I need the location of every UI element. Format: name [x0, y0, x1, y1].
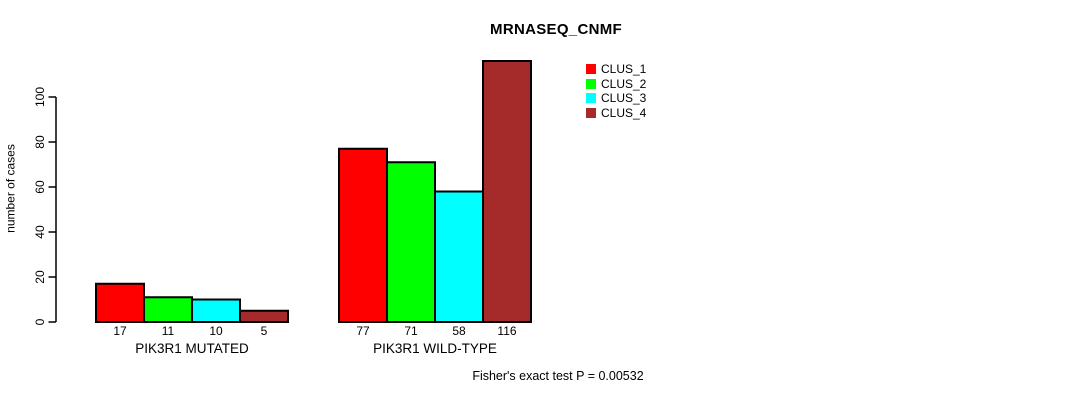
bar-value-label: 77: [356, 324, 370, 338]
legend-item: CLUS_4: [586, 106, 646, 121]
legend-swatch: [586, 107, 596, 118]
bar-clus_1-group2: [338, 147, 388, 323]
bar-value-label: 17: [113, 324, 127, 338]
legend-label: CLUS_4: [601, 105, 647, 120]
bar-value-label: 116: [497, 324, 516, 338]
bar-clus_3-group1: [191, 298, 241, 323]
legend-label: CLUS_3: [601, 91, 647, 105]
legend-item: CLUS_3: [586, 91, 646, 106]
annotation-text: Fisher's exact test P = 0.00532: [472, 369, 644, 383]
legend-item: CLUS_1: [586, 62, 646, 77]
bar-clus_3-group2: [434, 190, 484, 323]
bar-clus_2-group2: [386, 161, 436, 323]
group-label: PIK3R1 MUTATED: [135, 341, 249, 356]
bar-value-label: 5: [261, 324, 268, 338]
bar-value-label: 71: [404, 324, 418, 338]
y-tick-label: 40: [33, 225, 47, 239]
legend-swatch: [586, 78, 596, 89]
legend-swatch: [586, 64, 596, 75]
group-label: PIK3R1 WILD-TYPE: [373, 341, 497, 356]
bar-clus_1-group1: [95, 282, 145, 323]
bar-clus_4-group1: [239, 309, 289, 323]
legend: CLUS_1 CLUS_2 CLUS_3 CLUS_4: [586, 62, 646, 120]
legend-item: CLUS_2: [586, 77, 646, 92]
bar-clus_2-group1: [143, 296, 193, 323]
chart-title: MRNASEQ_CNMF: [490, 21, 622, 38]
y-tick-label: 80: [33, 135, 47, 149]
y-tick-label: 100: [33, 87, 47, 107]
bar-value-label: 58: [452, 324, 466, 338]
legend-label: CLUS_1: [601, 62, 647, 76]
bar-value-label: 11: [162, 324, 175, 338]
y-tick-label: 0: [33, 318, 47, 325]
y-tick-label: 60: [33, 180, 47, 194]
bar-clus_4-group2: [482, 60, 532, 323]
legend-swatch: [586, 93, 596, 104]
y-tick-label: 20: [33, 270, 47, 284]
bar-value-label: 10: [209, 324, 223, 338]
legend-label: CLUS_2: [601, 76, 647, 91]
